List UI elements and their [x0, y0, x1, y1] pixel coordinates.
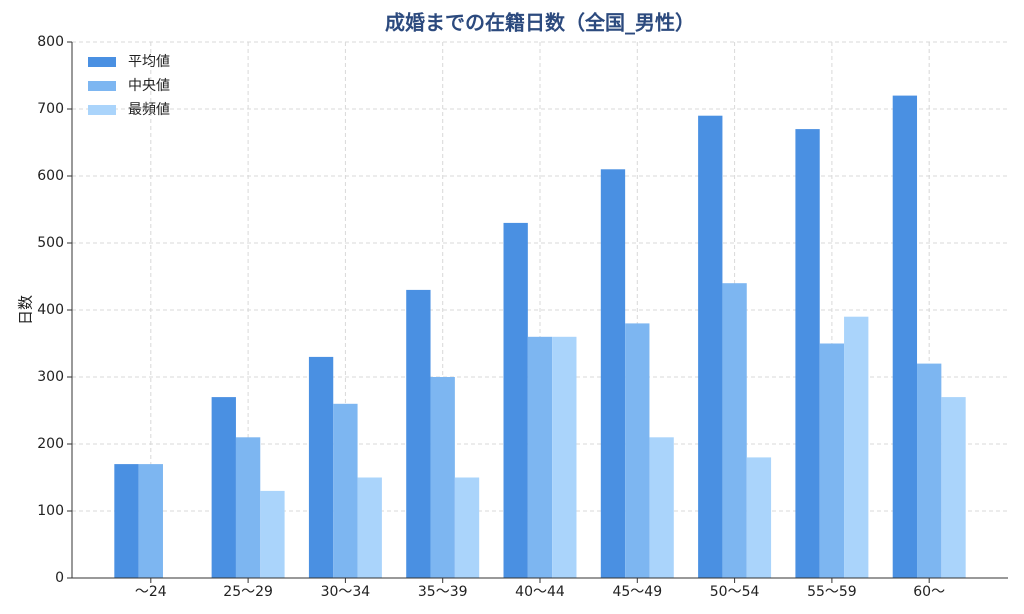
- legend-swatch: [88, 57, 116, 67]
- bar: [649, 437, 674, 578]
- bar: [333, 403, 358, 578]
- x-tick-label: 55～59: [807, 584, 857, 600]
- x-tick-label: 40～44: [515, 584, 565, 600]
- bar: [260, 490, 285, 578]
- bar: [746, 457, 772, 578]
- bar: [308, 356, 334, 578]
- x-tick-label: ～24: [135, 584, 167, 600]
- legend-swatch: [88, 105, 116, 115]
- x-tick-label: 45～49: [612, 584, 662, 600]
- bar: [917, 363, 942, 578]
- x-tick-label: 50～54: [710, 584, 760, 600]
- bar: [454, 477, 480, 578]
- x-tick-label: 25～29: [223, 584, 273, 600]
- x-tick-label: 35～39: [418, 584, 468, 600]
- y-tick-label: 300: [37, 369, 64, 385]
- x-tick-label: 30～34: [321, 584, 371, 600]
- legend-swatch: [88, 81, 116, 91]
- bar: [625, 323, 650, 578]
- bar: [698, 115, 723, 578]
- chart-title: 成婚までの在籍日数（全国_男性）: [385, 11, 695, 35]
- y-tick-label: 0: [55, 570, 64, 586]
- bar: [114, 464, 139, 578]
- bar: [819, 343, 845, 578]
- bar: [503, 222, 528, 578]
- bar: [138, 464, 163, 578]
- bar: [406, 289, 431, 578]
- x-tick-label: 60～: [913, 584, 945, 600]
- bar: [722, 283, 747, 578]
- y-tick-label: 600: [37, 168, 64, 184]
- bar: [357, 477, 382, 578]
- y-tick-label: 400: [37, 302, 64, 318]
- bar: [892, 95, 918, 578]
- bar: [527, 336, 553, 578]
- bar: [600, 169, 626, 579]
- y-tick-label: 200: [37, 436, 64, 452]
- y-axis-label: 日数: [17, 295, 35, 325]
- y-tick-label: 500: [37, 235, 64, 251]
- bar: [795, 129, 820, 578]
- bar: [430, 377, 455, 578]
- legend-label: 最頻値: [128, 102, 170, 118]
- y-tick-label: 700: [37, 101, 64, 117]
- y-tick-label: 100: [37, 503, 64, 519]
- y-tick-label: 800: [37, 34, 64, 50]
- bar: [941, 397, 966, 578]
- bar: [844, 316, 869, 578]
- bar: [211, 397, 236, 578]
- legend-label: 中央値: [128, 78, 170, 94]
- bar: [552, 336, 577, 578]
- legend-label: 平均値: [128, 54, 170, 70]
- bar: [235, 437, 261, 578]
